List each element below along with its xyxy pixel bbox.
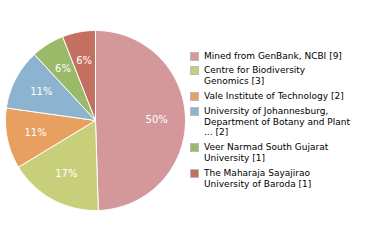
html-text:Centre for Biodiversity Genomi: Centre for Biodiversity Genomics [3] bbox=[204, 65, 306, 87]
html-text:The Maharaja Sayajirao Univers: The Maharaja Sayajirao University of Bar… bbox=[204, 167, 312, 189]
svg-text:11%: 11% bbox=[30, 86, 52, 97]
svg-text:50%: 50% bbox=[146, 114, 168, 125]
html-text:University of Johannesburg, De: University of Johannesburg, Department o… bbox=[204, 105, 350, 138]
html-text:Mined from GenBank, NCBI [9]: Mined from GenBank, NCBI [9] bbox=[204, 50, 342, 61]
svg-text:6%: 6% bbox=[55, 63, 71, 74]
svg-text:17%: 17% bbox=[55, 168, 77, 179]
svg-text:11%: 11% bbox=[24, 127, 46, 138]
html-text:Vale Institute of Technology [: Vale Institute of Technology [2] bbox=[204, 91, 344, 101]
html-text:Veer Narmad South Gujarat Univ: Veer Narmad South Gujarat University [1] bbox=[204, 142, 329, 163]
svg-text:6%: 6% bbox=[76, 55, 92, 66]
